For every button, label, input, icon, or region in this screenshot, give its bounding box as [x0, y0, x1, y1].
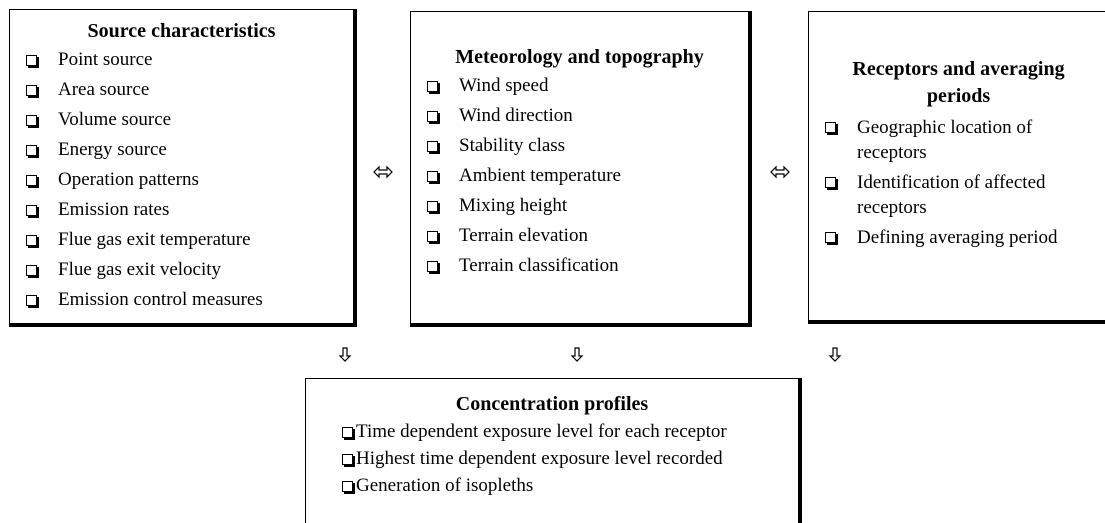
checklist-item: Stability class — [411, 131, 748, 161]
double-arrow — [373, 165, 393, 179]
checklist-item: Emission control measures — [10, 285, 353, 315]
checklist-item: Ambient temperature — [411, 161, 748, 191]
box-title: Meteorology and topography — [455, 46, 704, 68]
checklist-item: Time dependent exposure level for each r… — [306, 418, 798, 445]
down-arrow — [338, 347, 352, 362]
checklist-item: Terrain elevation — [411, 221, 748, 251]
checklist-item: Emission rates — [10, 195, 353, 225]
checklist-item: Operation patterns — [10, 165, 353, 195]
checklist-item: Terrain classification — [411, 251, 748, 281]
checklist-item: Wind direction — [411, 101, 748, 131]
source-box: Source characteristics Point source Area s… — [9, 9, 357, 327]
checklist-item: Area source — [10, 75, 353, 105]
checklist-item: Flue gas exit temperature — [10, 225, 353, 255]
checklist-item: Point source — [10, 45, 353, 75]
down-arrow — [828, 347, 842, 362]
box-title: Concentration profiles — [455, 393, 649, 415]
box-title: Receptors and averaging periods — [852, 58, 1065, 107]
concentration-box: Concentration profiles Time dependent exp… — [305, 378, 802, 523]
checklist-item: Geographic location of receptors — [809, 115, 1105, 165]
receptors-box: Receptors and averaging periods Geographi… — [808, 11, 1105, 324]
checklist-item: Energy source — [10, 135, 353, 165]
double-arrow — [770, 165, 790, 179]
checklist-item: Flue gas exit velocity — [10, 255, 353, 285]
checklist-item: Highest time dependent exposure level re… — [306, 445, 798, 472]
box-title: Source characteristics — [87, 20, 276, 42]
meteorology-box: Meteorology and topography Wind speed Wind… — [410, 11, 752, 327]
checklist-item: Mixing height — [411, 191, 748, 221]
checklist-item: Generation of isopleths — [306, 472, 798, 499]
checklist-item: Identification of affected receptors — [809, 170, 1105, 220]
checklist-item: Defining averaging period — [809, 225, 1105, 250]
checklist-item: Wind speed — [411, 71, 748, 101]
down-arrow — [570, 347, 584, 362]
checklist-item: Volume source — [10, 105, 353, 135]
